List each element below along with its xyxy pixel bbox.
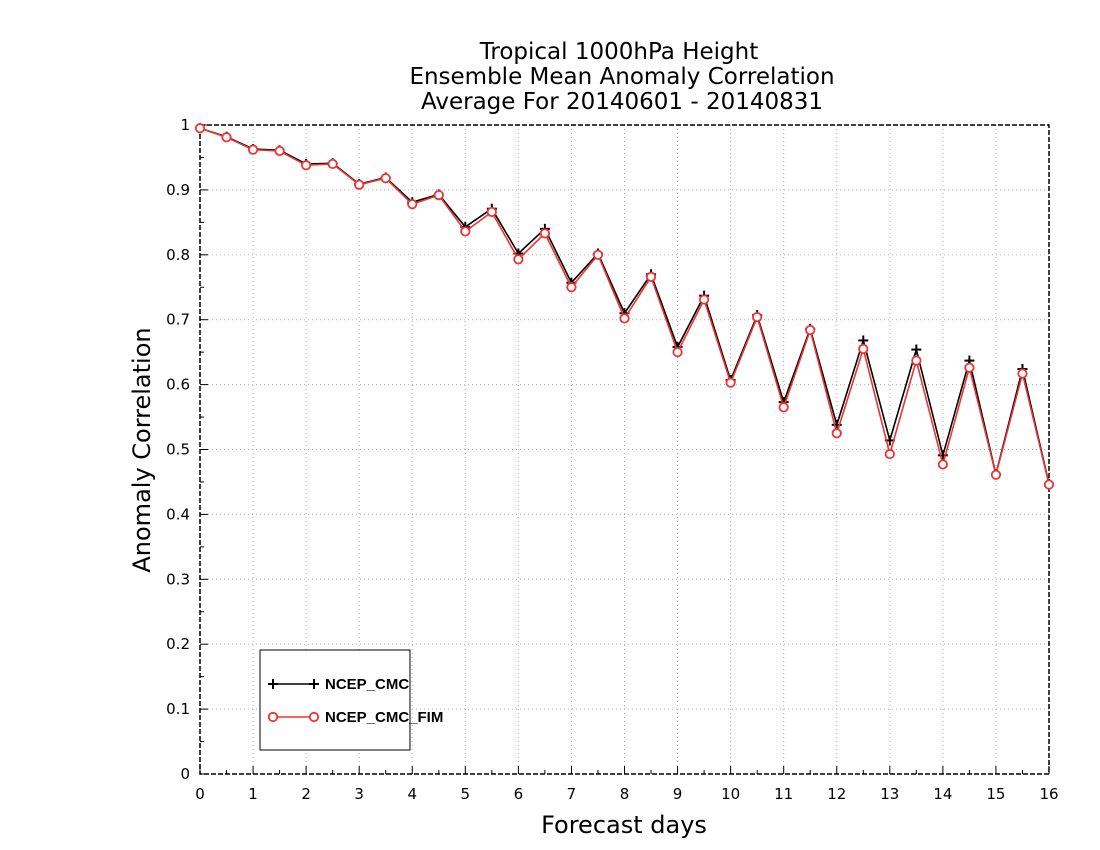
data-point-ncep-cmc <box>858 335 869 346</box>
title-line-3: Average For 20140601 - 20140831 <box>421 89 823 115</box>
legend: NCEP_CMC NCEP_CMC_FIM <box>259 649 443 751</box>
data-point-ncep-cmc-fim <box>433 189 444 201</box>
title-line-2: Ensemble Mean Anomaly Correlation <box>409 64 834 90</box>
data-point-ncep-cmc-fim <box>884 448 895 460</box>
axis-ticks: 0 1 2 3 4 5 6 7 8 9 10 11 12 13 14 15 1600.10.20.30.40.5… <box>166 116 1058 803</box>
legend-label-ncep-cmc: NCEP_CMC <box>325 676 409 693</box>
legend-label-ncep-cmc-fim: NCEP_CMC_FIM <box>325 709 443 726</box>
legend-marker-ncep-cmc-fim <box>308 711 320 723</box>
data-point-ncep-cmc-fim <box>911 355 922 366</box>
x-tick-label: 15 <box>986 785 1005 803</box>
data-point-ncep-cmc-fim <box>645 271 657 282</box>
legend-box <box>259 649 411 751</box>
data-point-ncep-cmc-fim <box>725 377 736 388</box>
x-tick-label: 12 <box>827 785 846 803</box>
legend-entry-ncep-cmc: NCEP_CMC <box>268 676 409 693</box>
data-point-ncep-cmc-fim <box>460 226 471 237</box>
x-tick-label: 3 <box>354 785 364 803</box>
data-point-ncep-cmc-fim <box>407 199 418 210</box>
y-tick-label: 0.7 <box>166 311 190 329</box>
legend-entry-ncep-cmc-fim: NCEP_CMC_FIM <box>267 709 443 726</box>
x-axis-label: Forecast days <box>541 811 707 839</box>
data-point-ncep-cmc-fim <box>619 313 630 324</box>
data-point-ncep-cmc-fim <box>831 428 842 439</box>
x-tick-label: 5 <box>461 785 471 803</box>
x-tick-label: 10 <box>721 785 740 803</box>
data-point-ncep-cmc-fim <box>327 158 338 170</box>
data-point-ncep-cmc-fim <box>805 324 816 336</box>
data-point-ncep-cmc-fim <box>301 160 312 171</box>
x-tick-label: 1 <box>248 785 258 803</box>
x-tick-label: 4 <box>407 785 417 803</box>
data-point-ncep-cmc-fim <box>513 254 524 265</box>
y-tick-label: 0.4 <box>166 505 190 523</box>
data-point-ncep-cmc <box>911 344 922 355</box>
y-tick-label: 0 <box>180 765 190 783</box>
data-point-ncep-cmc-fim <box>937 459 948 470</box>
data-point-ncep-cmc-fim <box>698 294 710 305</box>
x-tick-label: 11 <box>774 785 793 803</box>
x-tick-label: 14 <box>933 785 952 803</box>
data-point-ncep-cmc-fim <box>221 132 232 143</box>
data-point-ncep-cmc-fim <box>1043 479 1055 490</box>
data-point-ncep-cmc-fim <box>539 228 551 239</box>
title-line-1: Tropical 1000hPa Height <box>479 39 759 65</box>
x-tick-label: 9 <box>673 785 683 803</box>
y-tick-label: 0.8 <box>166 246 190 264</box>
x-tick-label: 2 <box>301 785 311 803</box>
data-point-ncep-cmc-fim <box>990 469 1002 480</box>
x-tick-label: 6 <box>514 785 524 803</box>
data-point-ncep-cmc-fim <box>380 173 391 184</box>
y-tick-label: 0.5 <box>166 441 190 459</box>
legend-marker-ncep-cmc-fim <box>267 711 279 723</box>
data-point-ncep-cmc-fim <box>354 179 365 190</box>
data-point-ncep-cmc-fim <box>672 347 683 358</box>
data-point-ncep-cmc-fim <box>964 362 975 373</box>
data-point-ncep-cmc-fim <box>486 206 497 218</box>
data-point-ncep-cmc-fim <box>592 249 604 260</box>
data-point-ncep-cmc-fim <box>194 123 206 134</box>
y-axis-label: Anomaly Correlation <box>128 327 156 572</box>
x-tick-label: 16 <box>1039 785 1058 803</box>
x-tick-label: 8 <box>620 785 630 803</box>
x-tick-label: 0 <box>195 785 205 803</box>
data-point-ncep-cmc-fim <box>1017 368 1028 379</box>
data-point-ncep-cmc-fim <box>858 343 869 355</box>
data-point-ncep-cmc-fim <box>274 145 285 157</box>
y-tick-label: 0.2 <box>166 635 190 653</box>
y-tick-label: 0.6 <box>166 376 190 394</box>
y-tick-label: 0.1 <box>166 700 190 718</box>
data-point-ncep-cmc-fim <box>566 282 577 293</box>
x-tick-label: 7 <box>567 785 577 803</box>
chart-title: Tropical 1000hPa Height Ensemble Mean An… <box>409 39 834 115</box>
x-tick-label: 13 <box>880 785 899 803</box>
y-tick-label: 0.3 <box>166 570 190 588</box>
y-tick-label: 1 <box>180 116 190 134</box>
data-point-ncep-cmc-fim <box>778 402 789 413</box>
series-layer <box>194 123 1055 490</box>
legend-marker-ncep-cmc <box>268 679 278 689</box>
series-ncep-cmc-fim <box>194 123 1055 490</box>
data-point-ncep-cmc-fim <box>247 144 259 155</box>
data-point-ncep-cmc-fim <box>752 312 763 323</box>
legend-marker-ncep-cmc <box>309 679 319 689</box>
y-tick-label: 0.9 <box>166 181 190 199</box>
